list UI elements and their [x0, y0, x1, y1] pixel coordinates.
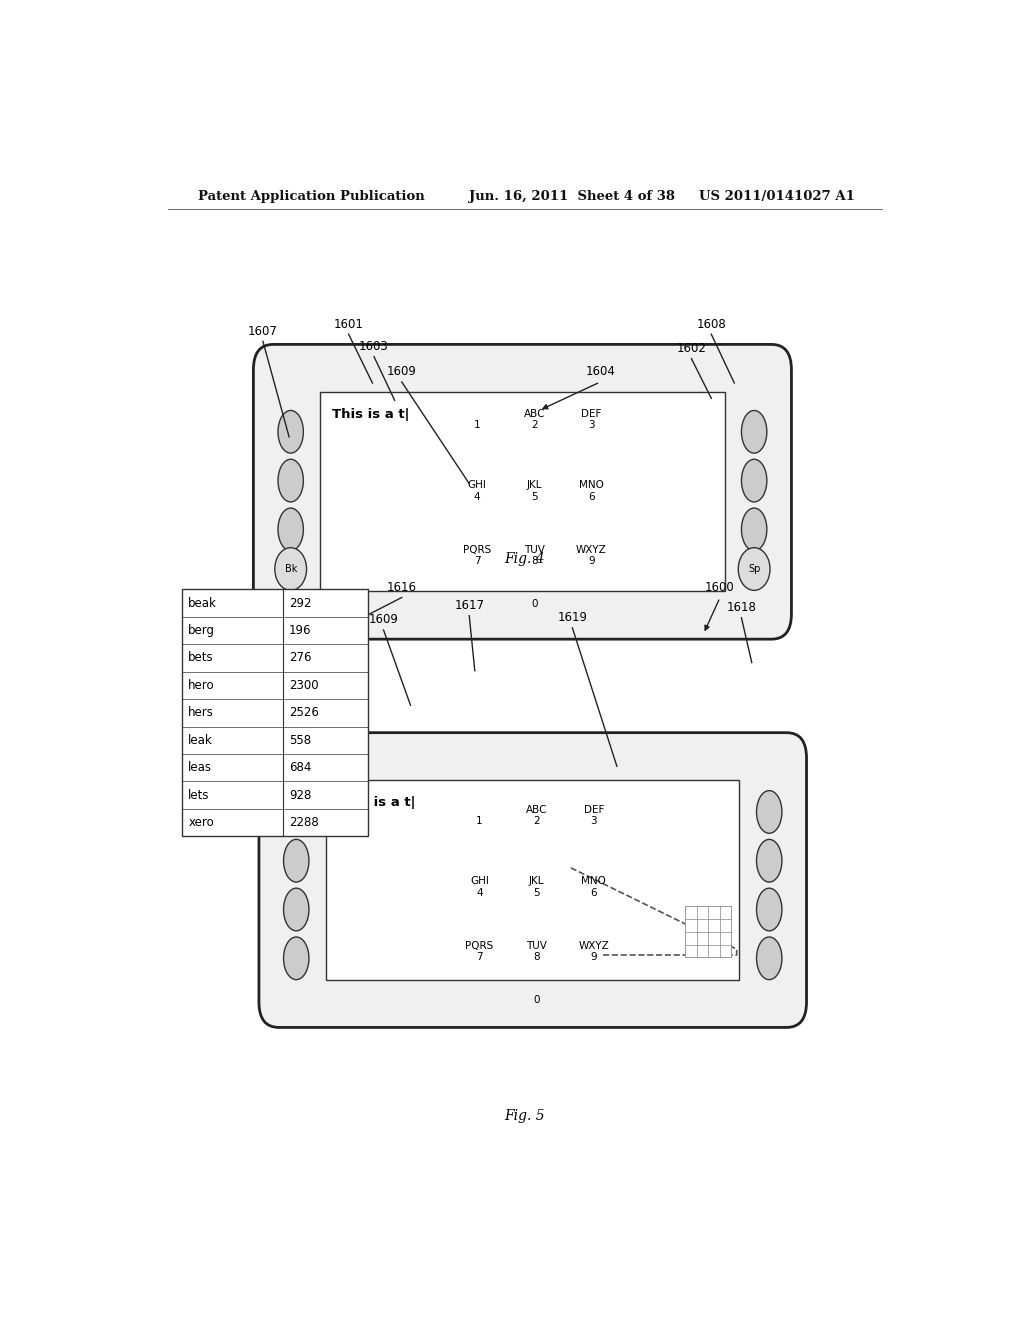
Text: GHI: GHI	[470, 876, 489, 886]
Text: berg: berg	[188, 624, 215, 638]
Text: 2: 2	[534, 816, 540, 826]
Text: TUV: TUV	[526, 941, 547, 952]
Text: 1602: 1602	[677, 342, 707, 355]
Text: PQRS: PQRS	[466, 941, 494, 952]
Bar	[321, 392, 725, 591]
Text: 292: 292	[289, 597, 311, 610]
Text: 3: 3	[591, 816, 597, 826]
Text: TUV: TUV	[524, 545, 545, 554]
Text: 6: 6	[588, 492, 595, 502]
Text: MNO: MNO	[579, 479, 604, 490]
Text: 2526: 2526	[289, 706, 318, 719]
Ellipse shape	[284, 888, 309, 931]
Text: leas: leas	[188, 762, 212, 775]
Ellipse shape	[757, 888, 782, 931]
Text: 684: 684	[289, 762, 311, 775]
Text: hero: hero	[188, 678, 215, 692]
Text: MNO: MNO	[582, 876, 606, 886]
Text: 1616: 1616	[387, 581, 417, 594]
Ellipse shape	[284, 937, 309, 979]
Text: beak: beak	[188, 597, 217, 610]
Text: 1: 1	[474, 420, 480, 430]
Text: 1609: 1609	[369, 614, 398, 627]
Text: Sp: Sp	[748, 564, 761, 574]
Text: Jun. 16, 2011  Sheet 4 of 38: Jun. 16, 2011 Sheet 4 of 38	[469, 190, 675, 202]
Text: 2300: 2300	[289, 678, 318, 692]
Bar	[685, 907, 731, 957]
Ellipse shape	[278, 411, 303, 453]
Ellipse shape	[284, 840, 309, 882]
Text: GHI: GHI	[468, 479, 486, 490]
Ellipse shape	[284, 791, 309, 833]
Text: 2: 2	[531, 420, 538, 430]
Ellipse shape	[274, 548, 306, 590]
Text: 4: 4	[476, 888, 483, 899]
Text: 1: 1	[476, 816, 483, 826]
Text: 5: 5	[534, 888, 540, 899]
Text: 2288: 2288	[289, 816, 318, 829]
Text: JKL: JKL	[526, 479, 542, 490]
Text: 1604: 1604	[586, 366, 615, 379]
Text: US 2011/0141027 A1: US 2011/0141027 A1	[699, 190, 855, 202]
Text: 1603: 1603	[359, 341, 389, 352]
Text: 9: 9	[591, 952, 597, 962]
Text: 1600: 1600	[706, 581, 735, 594]
Text: This is a t|: This is a t|	[338, 796, 416, 809]
Bar	[182, 589, 369, 837]
Text: 1618: 1618	[726, 601, 757, 614]
Ellipse shape	[757, 840, 782, 882]
Ellipse shape	[738, 548, 770, 590]
Text: 4: 4	[474, 492, 480, 502]
Text: 6: 6	[591, 888, 597, 899]
Text: Patent Application Publication: Patent Application Publication	[198, 190, 425, 202]
Ellipse shape	[278, 459, 303, 502]
Text: lets: lets	[188, 788, 210, 801]
Ellipse shape	[278, 508, 303, 550]
Text: leak: leak	[188, 734, 213, 747]
Text: 8: 8	[534, 952, 540, 962]
Text: This is a t|: This is a t|	[332, 408, 410, 421]
Ellipse shape	[741, 508, 767, 550]
Text: 8: 8	[531, 556, 538, 566]
Ellipse shape	[757, 791, 782, 833]
Text: 7: 7	[476, 952, 483, 962]
Text: 5: 5	[531, 492, 538, 502]
Text: DEF: DEF	[582, 409, 602, 418]
FancyBboxPatch shape	[259, 733, 807, 1027]
Text: 928: 928	[289, 788, 311, 801]
Text: 9: 9	[588, 556, 595, 566]
Text: 1601: 1601	[334, 318, 364, 330]
Ellipse shape	[757, 937, 782, 979]
Text: xero: xero	[188, 816, 214, 829]
Text: Fig. 4: Fig. 4	[505, 552, 545, 566]
Text: 1608: 1608	[696, 318, 726, 330]
Ellipse shape	[741, 459, 767, 502]
Text: ABC: ABC	[523, 409, 545, 418]
Text: JKL: JKL	[529, 876, 545, 886]
Text: PQRS: PQRS	[463, 545, 492, 554]
Text: Fig. 5: Fig. 5	[505, 1109, 545, 1123]
Text: 1607: 1607	[248, 325, 278, 338]
Text: 1609: 1609	[387, 366, 417, 379]
Text: 276: 276	[289, 652, 311, 664]
Text: 1619: 1619	[557, 611, 588, 624]
Text: 1617: 1617	[455, 599, 484, 612]
Text: DEF: DEF	[584, 805, 604, 814]
Text: hers: hers	[188, 706, 214, 719]
Text: 0: 0	[534, 995, 540, 1005]
Text: WXYZ: WXYZ	[579, 941, 609, 952]
Text: Bk: Bk	[285, 564, 297, 574]
Text: 3: 3	[588, 420, 595, 430]
Text: 196: 196	[289, 624, 311, 638]
Text: ABC: ABC	[526, 805, 548, 814]
Text: 0: 0	[531, 599, 538, 609]
Text: bets: bets	[188, 652, 214, 664]
Ellipse shape	[741, 411, 767, 453]
Text: 558: 558	[289, 734, 311, 747]
Text: WXYZ: WXYZ	[577, 545, 607, 554]
Bar	[327, 780, 739, 979]
FancyBboxPatch shape	[253, 345, 792, 639]
Text: 7: 7	[474, 556, 480, 566]
